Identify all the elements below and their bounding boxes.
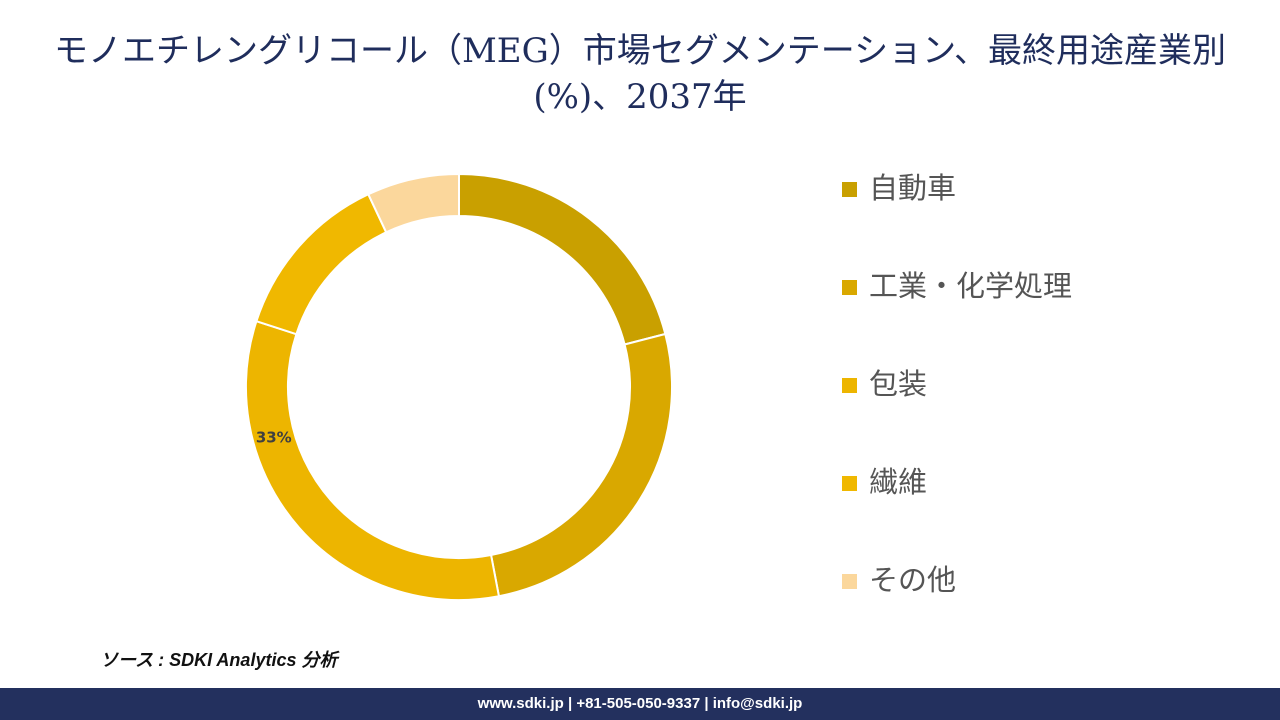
footer-contact: www.sdki.jp | +81-505-050-9337 | info@sd… [477,695,803,712]
legend-label: 繊維 [869,465,928,499]
legend-swatch [842,574,857,589]
legend-item-industrial-chemical: 工業・化学処理 [842,258,1072,356]
footer-bar: www.sdki.jp | +81-505-050-9337 | info@sd… [0,688,1280,720]
legend-item-other: その他 [842,552,1072,650]
donut-slice-textile [255,192,388,336]
legend-label: 工業・化学処理 [869,269,1073,303]
donut-slice-industrial-chemical [489,332,673,598]
legend-label: その他 [869,563,957,597]
legend-item-textile: 繊維 [842,454,1072,552]
legend-item-automotive: 自動車 [842,160,1072,258]
donut-slice-other [366,172,460,234]
legend-item-packaging: 包装 [842,356,1072,454]
legend: 自動車 工業・化学処理 包装 繊維 その他 [842,160,1072,650]
legend-label: 包装 [869,367,928,401]
legend-swatch [842,182,857,197]
legend-swatch [842,280,857,295]
donut-slice-automotive [458,172,667,346]
data-label-packaging: 33% [256,429,292,447]
source-note: ソース : SDKI Analytics 分析 [100,650,338,670]
legend-swatch [842,476,857,491]
legend-label: 自動車 [869,171,957,205]
donut-slice-packaging [245,319,501,601]
donut-chart: 33% [245,172,673,601]
chart-title: モノエチレングリコール（MEG）市場セグメンテーション、最終用途産業別(%)、2… [53,31,1227,117]
legend-swatch [842,378,857,393]
